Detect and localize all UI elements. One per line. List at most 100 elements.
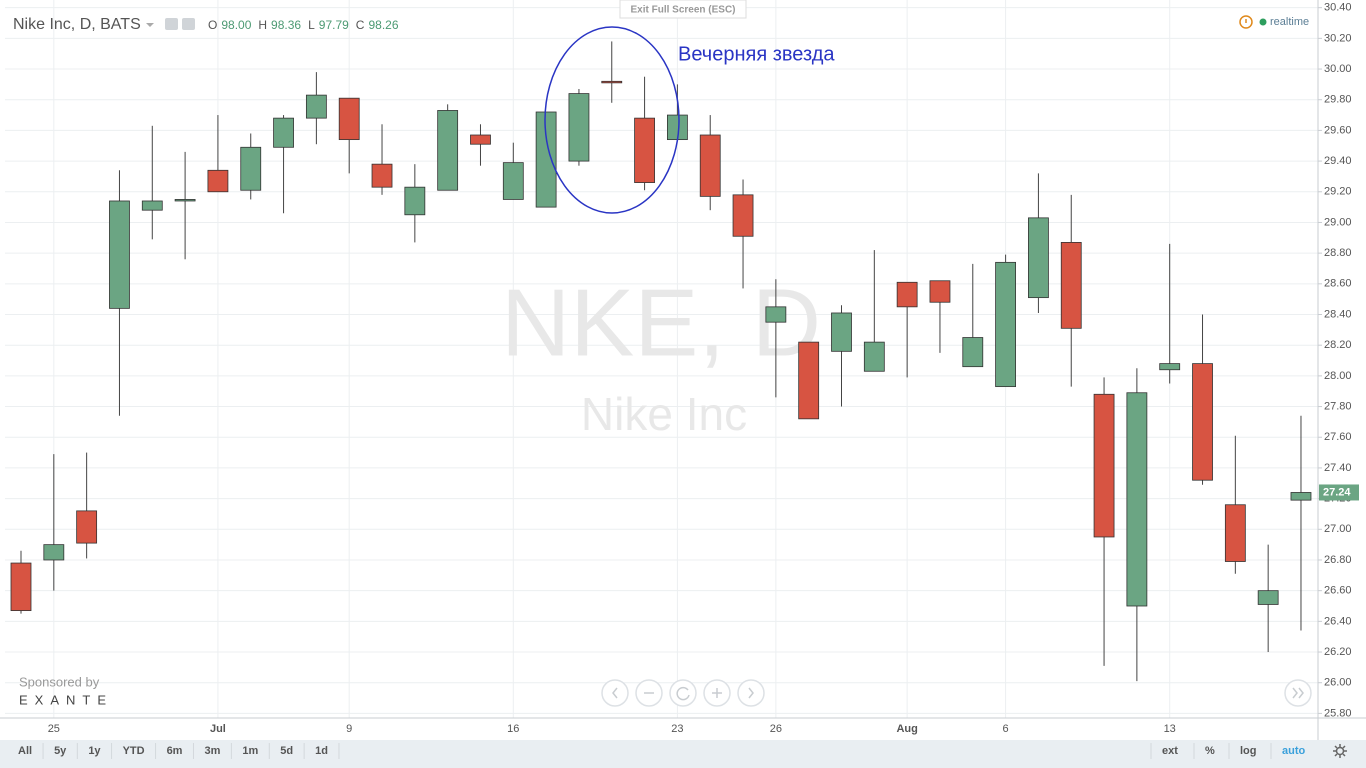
last-price-marker <box>1319 484 1359 501</box>
candle-body <box>1093 393 1115 538</box>
range-button[interactable]: 5y <box>54 745 67 757</box>
chart-title: Nike Inc, D, BATS <box>13 16 141 33</box>
gear-center <box>1335 746 1345 756</box>
x-tick-label: 25 <box>48 723 60 735</box>
toolbar <box>0 740 1366 768</box>
range-button[interactable]: All <box>18 745 32 757</box>
status-label: realtime <box>1270 16 1309 28</box>
x-tick-label: 26 <box>770 723 782 735</box>
ohlc-label: H <box>258 18 267 32</box>
candle-body <box>10 562 32 612</box>
watermark-subtitle: Nike Inc <box>581 388 747 440</box>
candle-body <box>1060 242 1082 329</box>
exit-fullscreen-label: Exit Full Screen (ESC) <box>630 5 735 16</box>
y-tick-label: 26.20 <box>1324 646 1352 658</box>
icon-right <box>748 687 754 699</box>
y-tick-label: 29.00 <box>1324 216 1352 228</box>
range-button[interactable]: 1d <box>315 745 328 757</box>
scroll-right-button[interactable] <box>737 679 765 707</box>
candle-body <box>404 186 426 216</box>
candle-body <box>929 280 951 303</box>
candle-body <box>1192 363 1213 481</box>
scale-option[interactable]: auto <box>1282 745 1306 757</box>
watermark: NKE, D <box>501 269 821 376</box>
range-button[interactable]: 6m <box>167 745 183 757</box>
annotation-ellipse <box>544 26 680 214</box>
candle-body <box>831 312 852 352</box>
candle-body <box>437 110 459 191</box>
candle-body <box>699 134 721 197</box>
y-tick-label: 28.20 <box>1324 339 1352 351</box>
exit-fullscreen-button[interactable] <box>619 0 747 19</box>
candle-body <box>765 306 787 323</box>
candle-body <box>207 169 229 193</box>
icon-left <box>612 687 618 699</box>
toolbar-settings-icon[interactable] <box>1333 744 1347 758</box>
sponsor-name[interactable]: EXANTE <box>19 692 113 707</box>
gear-teeth <box>1333 744 1347 758</box>
scale-option[interactable]: % <box>1205 745 1215 757</box>
range-button[interactable]: 3m <box>204 745 220 757</box>
scroll-left-button[interactable] <box>601 679 629 707</box>
candle-body <box>141 200 163 211</box>
y-tick-label: 28.60 <box>1324 278 1352 290</box>
annotation-text: Вечерняя звезда <box>678 43 835 65</box>
range-button[interactable]: 1y <box>88 745 101 757</box>
candle-body <box>240 146 262 191</box>
icon-plus <box>712 688 722 698</box>
status-dot <box>1259 18 1267 26</box>
y-tick-label: 30.00 <box>1324 63 1352 75</box>
y-tick-label: 27.80 <box>1324 400 1352 412</box>
candle-body <box>995 261 1016 388</box>
navigation-buttons <box>601 679 1312 707</box>
ohlc-value: 98.26 <box>368 18 398 32</box>
ohlc-label: O <box>208 18 217 32</box>
y-tick-label: 29.60 <box>1324 124 1352 136</box>
ohlc-value: 98.36 <box>271 18 301 32</box>
warning-icon[interactable] <box>1239 15 1253 29</box>
visibility-icon[interactable] <box>165 18 178 30</box>
range-button[interactable]: 5d <box>280 745 293 757</box>
x-tick-label: Aug <box>896 723 917 735</box>
settings-icon[interactable] <box>182 18 195 30</box>
candle-body <box>535 111 557 208</box>
candle-body <box>43 544 65 561</box>
ohlc-value: 98.00 <box>221 18 251 32</box>
x-tick-label: 16 <box>507 723 519 735</box>
y-tick-label: 29.40 <box>1324 155 1352 167</box>
icon-end <box>1292 687 1304 699</box>
y-tick-label: 26.60 <box>1324 585 1352 597</box>
title-dropdown[interactable] <box>146 23 154 27</box>
y-tick-label: 25.80 <box>1324 707 1352 719</box>
y-tick-label: 27.00 <box>1324 523 1352 535</box>
y-tick-label: 29.80 <box>1324 94 1352 106</box>
candle-body <box>1257 590 1279 605</box>
y-axis: 25.8026.0026.2026.4026.6026.8027.0027.20… <box>1318 2 1352 719</box>
x-axis: 25 Jul 9 16 23 26 Aug 6 13 <box>48 723 1176 735</box>
candle-body <box>174 199 196 202</box>
y-tick-label: 30.40 <box>1324 2 1352 14</box>
candle-body <box>502 162 524 200</box>
range-button[interactable]: YTD <box>123 745 145 757</box>
scroll-end-button[interactable] <box>1284 679 1312 707</box>
candle-body <box>1126 392 1148 607</box>
y-tick-label: 28.00 <box>1324 370 1352 382</box>
scale-option[interactable]: ext <box>1162 745 1178 757</box>
navigation-icons <box>612 686 1304 701</box>
scale-option[interactable]: log <box>1240 745 1257 757</box>
last-price-label: 27.24 <box>1323 486 1351 498</box>
x-tick-label: Jul <box>210 723 226 735</box>
candle-body <box>601 80 623 84</box>
icon-reset <box>676 686 690 701</box>
candle-body <box>962 337 984 368</box>
candle-body <box>305 94 327 119</box>
range-button[interactable]: 1m <box>242 745 258 757</box>
y-tick-label: 26.40 <box>1324 615 1352 627</box>
y-tick-label: 30.20 <box>1324 32 1352 44</box>
x-tick-label: 13 <box>1164 723 1176 735</box>
y-tick-label: 27.40 <box>1324 462 1352 474</box>
reset-button[interactable] <box>669 679 697 707</box>
candle-body <box>568 93 590 162</box>
